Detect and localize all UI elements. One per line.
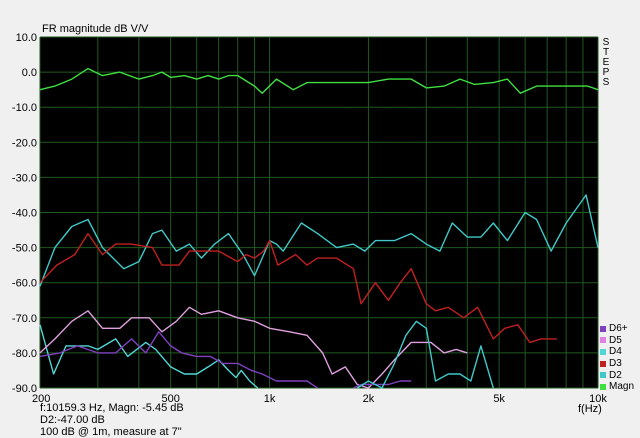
steps-letter: S bbox=[602, 37, 610, 48]
series-line-d2-upper bbox=[356, 320, 494, 389]
legend-swatch bbox=[600, 372, 606, 379]
y-tick-label: 10.0 bbox=[16, 32, 37, 44]
y-tick-label: -60.0 bbox=[12, 278, 37, 290]
x-axis-ticks: 200 500 1k 2k 5k 10k bbox=[32, 393, 607, 405]
series-line-magn bbox=[39, 67, 599, 94]
distortion-readout: D2:-47.00 dB bbox=[40, 414, 105, 426]
chart-title: FR magnitude dB V/V bbox=[42, 23, 149, 35]
x-tick-label: 500 bbox=[162, 393, 180, 405]
x-tick-label: 10k bbox=[589, 393, 607, 405]
series-line-d2 bbox=[39, 194, 599, 287]
legend-item-d4[interactable]: D4 bbox=[600, 346, 634, 358]
legend-item-d5[interactable]: D5 bbox=[600, 335, 634, 347]
y-tick-label: -20.0 bbox=[12, 137, 37, 149]
steps-letter: E bbox=[602, 57, 610, 68]
cursor-readout: f:10159.3 Hz, Magn: -5.45 dB bbox=[40, 402, 184, 414]
y-tick-label: 0.0 bbox=[22, 67, 37, 79]
steps-letter: S bbox=[602, 77, 610, 88]
legend-swatch bbox=[600, 337, 606, 344]
steps-vertical-label[interactable]: S T E P S bbox=[600, 38, 612, 88]
legend-item-d2[interactable]: D2 bbox=[600, 369, 634, 381]
legend-label: D3 bbox=[609, 358, 622, 370]
steps-letter: T bbox=[602, 47, 610, 58]
y-axis-ticks: 10.0 0.0 -10.0 -20.0 -30.0 -40.0 -50.0 -60.0 -70… bbox=[12, 32, 37, 395]
series-layer bbox=[39, 67, 599, 389]
y-tick-label: -30.0 bbox=[12, 172, 37, 184]
legend-label: D6+ bbox=[609, 323, 628, 335]
x-axis-label: f(Hz) bbox=[578, 403, 602, 415]
x-tick-label: 1k bbox=[264, 393, 276, 405]
legend-item-d6[interactable]: D6+ bbox=[600, 323, 634, 335]
y-tick-label: -10.0 bbox=[12, 102, 37, 114]
x-tick-label: 200 bbox=[32, 393, 50, 405]
legend-swatch bbox=[600, 325, 606, 332]
y-tick-label: -80.0 bbox=[12, 348, 37, 360]
series-line-d4 bbox=[39, 324, 259, 389]
x-tick-label: 5k bbox=[493, 393, 505, 405]
series-line-d3 bbox=[39, 232, 557, 344]
legend-item-d3[interactable]: D3 bbox=[600, 358, 634, 370]
x-tick-label: 2k bbox=[363, 393, 375, 405]
legend-swatch bbox=[600, 360, 606, 367]
y-tick-label: -40.0 bbox=[12, 208, 37, 220]
series-line-d6- bbox=[39, 331, 318, 389]
y-tick-label: -50.0 bbox=[12, 243, 37, 255]
series-line-d6-tail bbox=[353, 380, 412, 389]
measure-note: 100 dB @ 1m, measure at 7" bbox=[40, 426, 182, 438]
y-tick-label: -70.0 bbox=[12, 313, 37, 325]
legend-label: D2 bbox=[609, 369, 622, 381]
y-tick-label: -90.0 bbox=[12, 383, 37, 395]
legend-label: D4 bbox=[609, 346, 622, 358]
legend-item-magn[interactable]: Magn bbox=[600, 381, 634, 393]
legend-label: Magn bbox=[609, 381, 635, 393]
legend-label: D5 bbox=[609, 334, 622, 346]
legend: D6+ D5 D4 D3 D2 Magn bbox=[600, 323, 634, 393]
legend-swatch bbox=[600, 348, 606, 355]
steps-letter: P bbox=[602, 67, 610, 78]
legend-swatch bbox=[600, 383, 606, 390]
